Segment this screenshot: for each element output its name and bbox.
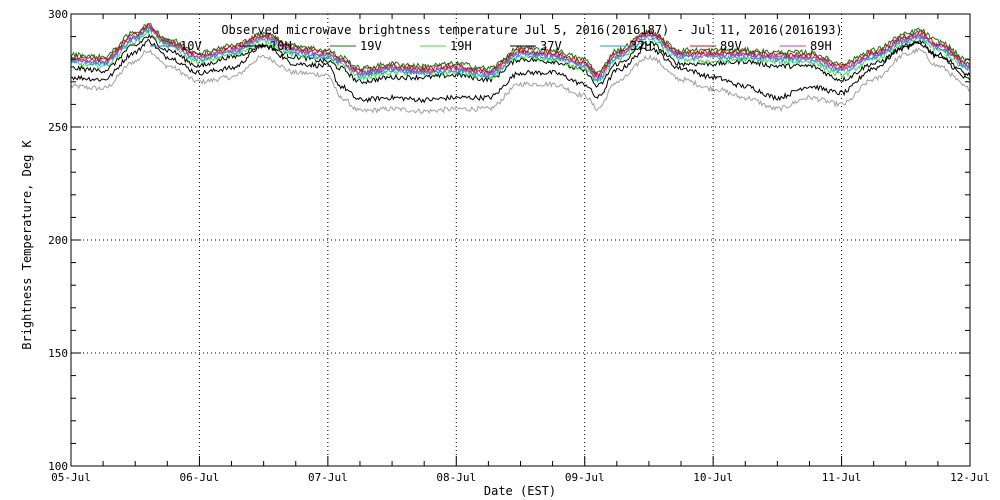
legend-label-10v: 10V (180, 39, 202, 53)
legend-label-37v: 37V (540, 39, 562, 53)
x-tick-label: 05-Jul (51, 471, 91, 484)
legend-label-89h: 89H (810, 39, 832, 53)
x-tick-label: 06-Jul (180, 471, 220, 484)
series-line-unlabeled (70, 46, 971, 115)
legend-label-10h: 10H (270, 39, 292, 53)
x-tick-label: 11-Jul (822, 471, 862, 484)
series-line-37v (70, 37, 971, 104)
series-line-10h (70, 33, 971, 88)
x-tick-label: 12-Jul (950, 471, 990, 484)
y-tick-label: 150 (48, 347, 68, 360)
chart-title: Observed microwave brightness temperatur… (221, 23, 842, 37)
legend-label-19v: 19V (360, 39, 382, 53)
series-line-19h (70, 29, 971, 83)
series-line-89v (70, 22, 971, 78)
y-tick-label: 300 (48, 8, 68, 21)
tick-layer: 05-Jul 06-Jul 07-Jul 08-Jul 09-Jul 10-Jul 11-J… (48, 8, 990, 484)
legend-label-89v: 89V (720, 39, 742, 53)
legend-label-19h: 19H (450, 39, 472, 53)
x-axis-title: Date (EST) (484, 484, 556, 498)
x-tick-label: 10-Jul (693, 471, 733, 484)
x-tick-label: 09-Jul (565, 471, 605, 484)
y-axis-title: Brightness Temperature, Deg K (20, 139, 34, 349)
y-tick-label: 200 (48, 234, 68, 247)
x-tick-label: 07-Jul (308, 471, 348, 484)
y-tick-label: 250 (48, 121, 68, 134)
y-tick-label: 100 (48, 460, 68, 473)
x-tick-label: 08-Jul (436, 471, 476, 484)
legend-label-37h: 37H (630, 39, 652, 53)
series-line-37h (70, 27, 971, 83)
legend: 10V 10H 19V 19H 37V 37H 89V 89H (150, 39, 832, 53)
grid-layer (71, 14, 970, 466)
